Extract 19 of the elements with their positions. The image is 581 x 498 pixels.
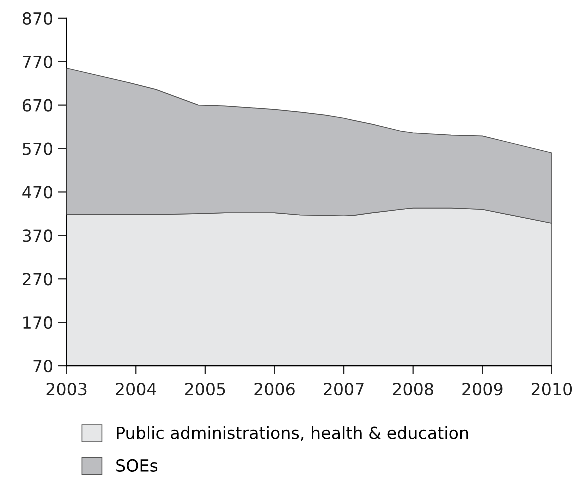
y-tick-label: 370 — [23, 230, 53, 242]
legend-label: Public administrations, health & education — [117, 426, 468, 442]
y-tick-label: 770 — [23, 56, 53, 68]
y-tick-label: 70 — [34, 360, 53, 373]
y-tick-label: 570 — [23, 142, 53, 156]
x-tick-label: 2008 — [393, 382, 434, 396]
x-tick-label: 2009 — [462, 382, 503, 396]
y-tick-label: 470 — [22, 186, 53, 199]
y-tick-label: 270 — [23, 273, 53, 286]
y-tick-label: 870 — [22, 12, 53, 25]
y-tick-label: 170 — [24, 316, 53, 330]
y-tick-label: 670 — [22, 99, 53, 112]
x-tick-label: 2004 — [116, 382, 156, 396]
x-tick-label: 2006 — [254, 382, 295, 396]
x-tick-label: 2003 — [46, 382, 87, 396]
legend-label: SOEs — [116, 459, 158, 472]
x-tick-label: 2007 — [324, 382, 364, 396]
x-tick-label: 2010 — [532, 382, 572, 396]
x-tick-label: 2005 — [185, 382, 226, 396]
